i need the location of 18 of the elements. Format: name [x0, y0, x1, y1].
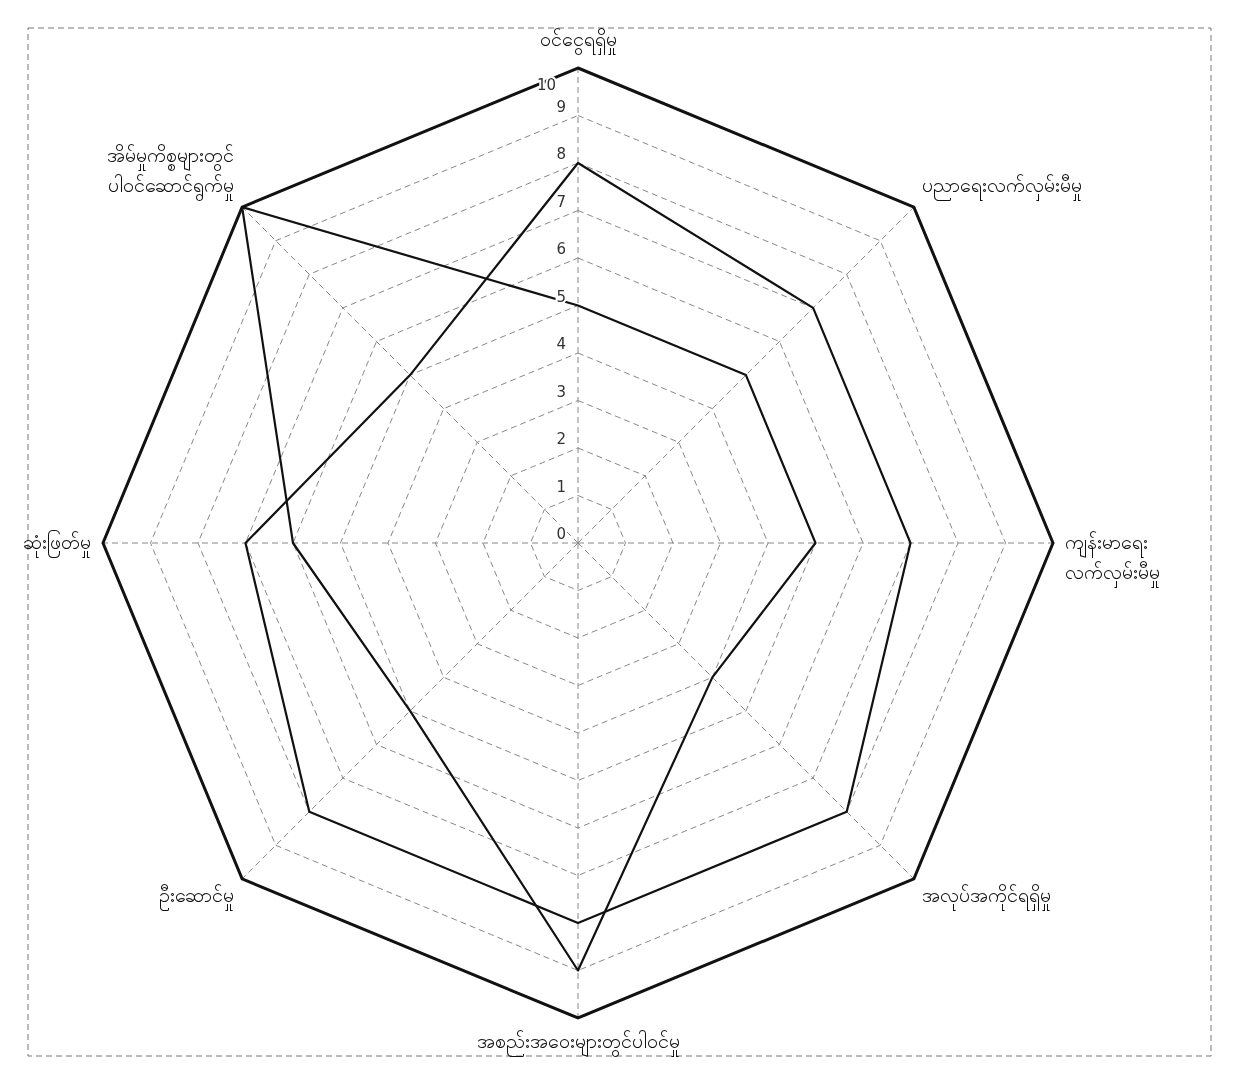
y-tick-label: 1: [556, 477, 566, 496]
spoke-label: အလုပ်အကိုင်ရရှိမှု: [922, 883, 1052, 912]
spoke-label: ဝင်ငွေရရှိမှု: [539, 27, 617, 55]
spoke-label: ဆုံးဖြတ်မှု: [23, 530, 91, 558]
y-tick-label: 7: [556, 192, 566, 211]
spoke-label: အစည်းအဝေးများတွင်ပါဝင်မှု: [476, 1029, 680, 1057]
y-tick-label: 9: [556, 97, 566, 116]
y-tick-label: 10: [536, 76, 556, 94]
y-tick-label: 0: [556, 525, 566, 543]
y-tick-label: 8: [556, 145, 566, 163]
y-tick-label: 6: [556, 240, 566, 258]
spoke-label: ဦးဆောင်မှု: [158, 883, 234, 912]
y-tick-label: 4: [556, 335, 566, 353]
spoke-label: ပညာရေးလက်လှမ်းမီမှု: [922, 172, 1083, 201]
spoke-label: ကျန်းမာရေး လက်လှမ်းမီမှု: [1065, 530, 1160, 588]
y-tick-label: 3: [556, 382, 566, 401]
spoke-label: အိမ်မှုကိစ္စများတွင် ပါဝင်ဆောင်ရွက်မှု: [106, 142, 234, 201]
y-tick-label: 2: [556, 430, 566, 448]
